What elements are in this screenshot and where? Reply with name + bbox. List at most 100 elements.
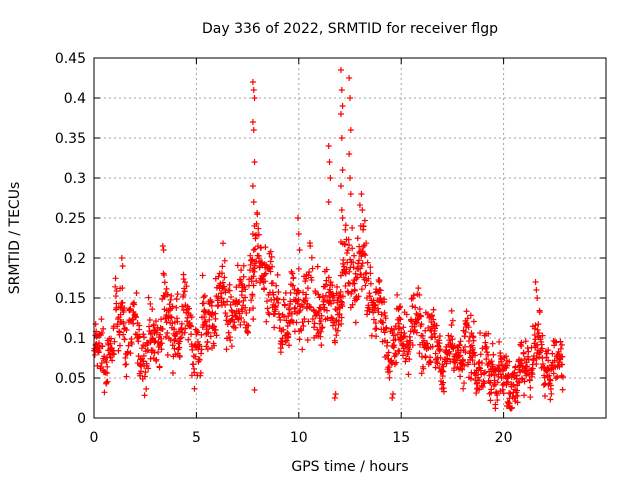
data-point bbox=[358, 286, 365, 293]
data-point bbox=[172, 351, 179, 358]
data-point bbox=[269, 280, 276, 287]
data-point bbox=[137, 368, 144, 375]
data-point bbox=[269, 263, 276, 270]
data-point bbox=[119, 285, 126, 292]
data-point bbox=[346, 151, 353, 157]
data-point bbox=[223, 346, 230, 353]
data-point bbox=[173, 304, 180, 311]
data-point bbox=[390, 391, 397, 397]
data-point bbox=[549, 350, 556, 357]
y-tick-label: 0.35 bbox=[55, 131, 86, 147]
data-point bbox=[267, 258, 274, 265]
data-point bbox=[359, 260, 366, 267]
data-point bbox=[141, 392, 148, 399]
data-point bbox=[194, 329, 201, 336]
data-point bbox=[158, 340, 165, 347]
data-point bbox=[461, 380, 468, 387]
data-point bbox=[267, 268, 274, 275]
data-point bbox=[314, 263, 321, 270]
data-point bbox=[190, 361, 197, 368]
data-point bbox=[515, 378, 522, 385]
data-point bbox=[275, 299, 282, 306]
data-point bbox=[304, 285, 311, 292]
data-point bbox=[98, 330, 105, 337]
data-point bbox=[237, 278, 244, 285]
data-point bbox=[296, 247, 303, 253]
data-point bbox=[221, 257, 228, 264]
data-point bbox=[161, 272, 168, 279]
data-point bbox=[543, 350, 550, 357]
data-point bbox=[436, 333, 443, 340]
data-point bbox=[395, 320, 402, 327]
data-point bbox=[204, 338, 211, 345]
data-point bbox=[250, 305, 257, 312]
data-point bbox=[304, 336, 311, 343]
data-point bbox=[299, 346, 306, 353]
data-point bbox=[418, 313, 425, 320]
data-point bbox=[409, 295, 416, 302]
data-point bbox=[264, 298, 271, 305]
data-point bbox=[142, 369, 149, 376]
data-point bbox=[149, 306, 156, 313]
data-point bbox=[547, 396, 554, 403]
data-point bbox=[305, 318, 312, 325]
data-point bbox=[242, 294, 249, 301]
data-point bbox=[462, 349, 469, 356]
data-point bbox=[283, 337, 290, 344]
data-point bbox=[396, 315, 403, 322]
data-point bbox=[469, 344, 476, 351]
data-point bbox=[112, 293, 119, 300]
y-tick-label: 0.05 bbox=[55, 371, 86, 387]
data-point bbox=[476, 364, 483, 371]
data-point bbox=[485, 360, 492, 367]
data-point bbox=[323, 266, 330, 273]
data-point bbox=[391, 353, 398, 360]
data-point bbox=[366, 308, 373, 315]
data-point bbox=[174, 318, 181, 325]
data-point bbox=[137, 361, 144, 368]
data-point bbox=[478, 360, 485, 367]
data-point bbox=[456, 341, 463, 348]
data-point bbox=[416, 350, 423, 357]
data-point bbox=[197, 369, 204, 376]
data-point bbox=[212, 310, 219, 317]
data-point bbox=[495, 362, 502, 369]
data-point bbox=[432, 350, 439, 357]
data-point bbox=[135, 353, 142, 360]
data-point bbox=[446, 337, 453, 344]
data-point bbox=[218, 295, 225, 302]
y-axis-label: SRMTID / TECUs bbox=[7, 182, 23, 295]
data-point bbox=[372, 326, 379, 333]
data-point bbox=[176, 353, 183, 360]
data-point bbox=[285, 331, 292, 338]
data-point bbox=[440, 379, 447, 386]
data-point bbox=[476, 377, 483, 384]
data-point bbox=[361, 217, 368, 224]
data-point bbox=[121, 305, 128, 312]
data-point bbox=[541, 374, 548, 381]
data-point bbox=[261, 271, 268, 278]
data-point bbox=[334, 327, 341, 334]
data-point bbox=[203, 330, 210, 337]
data-point bbox=[188, 314, 195, 321]
data-point bbox=[370, 316, 377, 323]
data-point bbox=[469, 357, 476, 364]
data-point bbox=[157, 331, 164, 338]
data-point bbox=[337, 67, 344, 73]
data-point bbox=[327, 175, 334, 181]
data-point bbox=[171, 345, 178, 352]
data-point bbox=[147, 300, 154, 307]
data-point bbox=[201, 292, 208, 299]
data-point bbox=[150, 321, 157, 328]
data-point bbox=[464, 315, 471, 322]
data-point bbox=[334, 283, 341, 290]
data-point bbox=[479, 383, 486, 390]
data-point bbox=[351, 252, 358, 259]
data-point bbox=[391, 326, 398, 333]
data-point bbox=[136, 333, 143, 340]
data-point bbox=[318, 325, 325, 332]
data-point bbox=[223, 335, 230, 342]
data-point bbox=[356, 257, 363, 264]
data-point bbox=[193, 327, 200, 334]
data-point bbox=[482, 339, 489, 346]
